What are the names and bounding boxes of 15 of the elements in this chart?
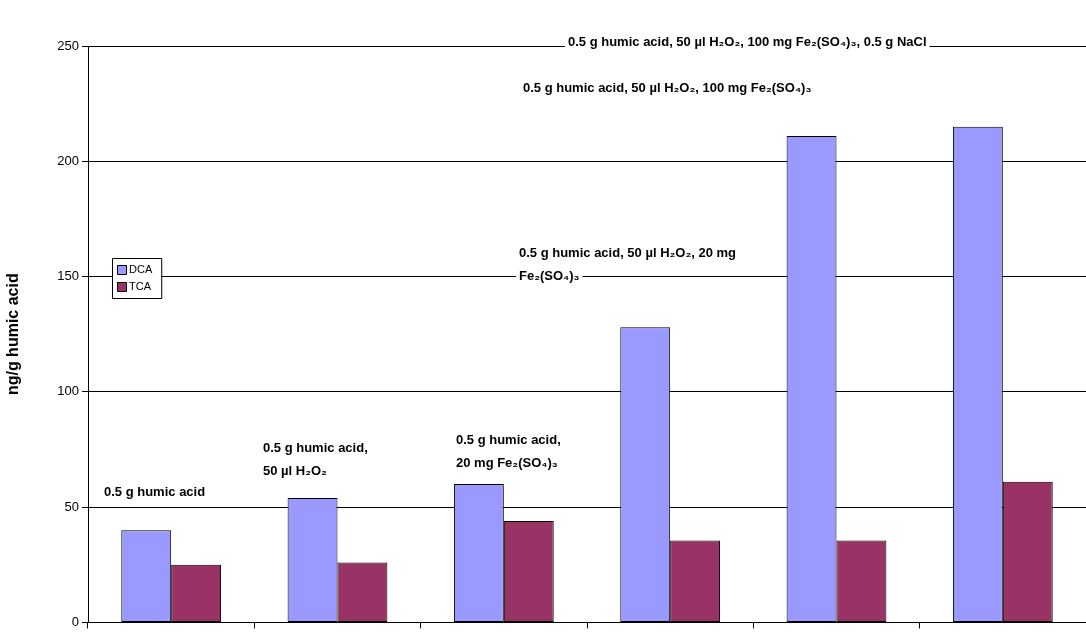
y-tick-label: 200 [57, 152, 79, 168]
y-tick-label: 250 [57, 37, 79, 53]
y-tick-label: 150 [57, 268, 79, 284]
y-axis-title: ng/g humic acid [4, 273, 22, 396]
y-tick-label: 50 [64, 498, 79, 514]
legend-label: TCA [129, 280, 152, 293]
y-tick-label: 0 [71, 613, 79, 629]
annotation: 0.5 g humic acid, 50 µl H₂O₂, 100 mg Fe₂(SO₄)₃, 0.5 g NaCl [568, 33, 927, 49]
annotation: 0.5 g humic acid, 50 µl H₂O₂ [263, 439, 368, 478]
y-tick-label: 100 [57, 383, 79, 399]
annotation: 0.5 g humic acid, 50 µl H₂O₂, 20 mg Fe₂(SO₄)₃ [519, 244, 740, 283]
annotation: 0.5 g humic acid, 50 µl H₂O₂, 100 mg Fe₂(SO₄)₃ [523, 79, 812, 95]
legend-label: DCA [129, 263, 153, 276]
annotation: 0.5 g humic acid [104, 483, 206, 499]
annotation: 0.5 g humic acid, 20 mg Fe₂(SO₄)₃ [456, 431, 561, 470]
